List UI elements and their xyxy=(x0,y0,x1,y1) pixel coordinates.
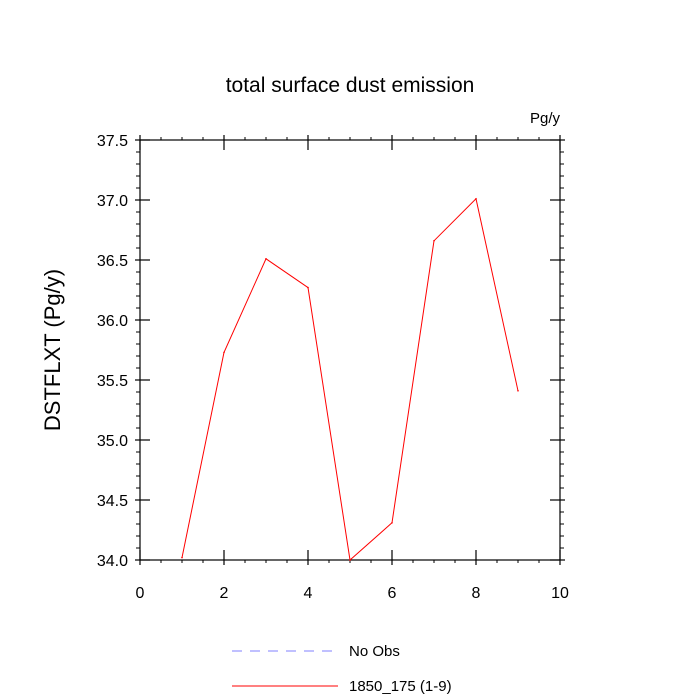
y-tick-label: 35.0 xyxy=(97,433,128,450)
x-tick-label: 0 xyxy=(136,585,145,602)
data-point xyxy=(391,522,393,524)
data-point xyxy=(181,556,183,559)
legend-label: 1850_175 (1-9) xyxy=(349,678,452,695)
data-point xyxy=(349,559,351,561)
y-axis-label: DSTFLXT (Pg/y) xyxy=(40,269,65,431)
data-point xyxy=(307,286,309,289)
x-tick-label: 6 xyxy=(388,585,397,602)
series-layer xyxy=(181,197,519,561)
x-tick-label: 8 xyxy=(472,585,481,602)
x-tick-label: 2 xyxy=(220,585,229,602)
data-point xyxy=(265,258,267,260)
data-point xyxy=(517,390,519,392)
y-tick-label: 34.5 xyxy=(97,493,128,510)
y-tick-labels: 34.0 34.5 35.0 35.5 36.0 36.5 37.0 37.5 xyxy=(97,133,128,570)
x-tick-label: 4 xyxy=(304,585,313,602)
y-tick-label: 37.0 xyxy=(97,193,128,210)
data-point xyxy=(433,240,435,242)
x-tick-label: 10 xyxy=(551,585,569,602)
series-line xyxy=(181,197,519,561)
x-tick-labels: 0 2 4 6 8 10 xyxy=(136,585,569,602)
data-point xyxy=(223,351,225,354)
data-point xyxy=(475,198,477,200)
y-tick-label: 35.5 xyxy=(97,373,128,390)
legend: No Obs 1850_175 (1-9) xyxy=(232,643,452,695)
y-tick-label: 34.0 xyxy=(97,553,128,570)
y-tick-label: 36.5 xyxy=(97,253,128,270)
y-tick-label: 36.0 xyxy=(97,313,128,330)
plot-frame xyxy=(139,139,561,561)
minor-ticks xyxy=(136,137,564,563)
units-label: Pg/y xyxy=(530,110,561,127)
chart-title: total surface dust emission xyxy=(226,74,475,97)
legend-label: No Obs xyxy=(349,643,400,660)
major-ticks xyxy=(135,135,565,565)
y-tick-label: 37.5 xyxy=(97,133,128,150)
